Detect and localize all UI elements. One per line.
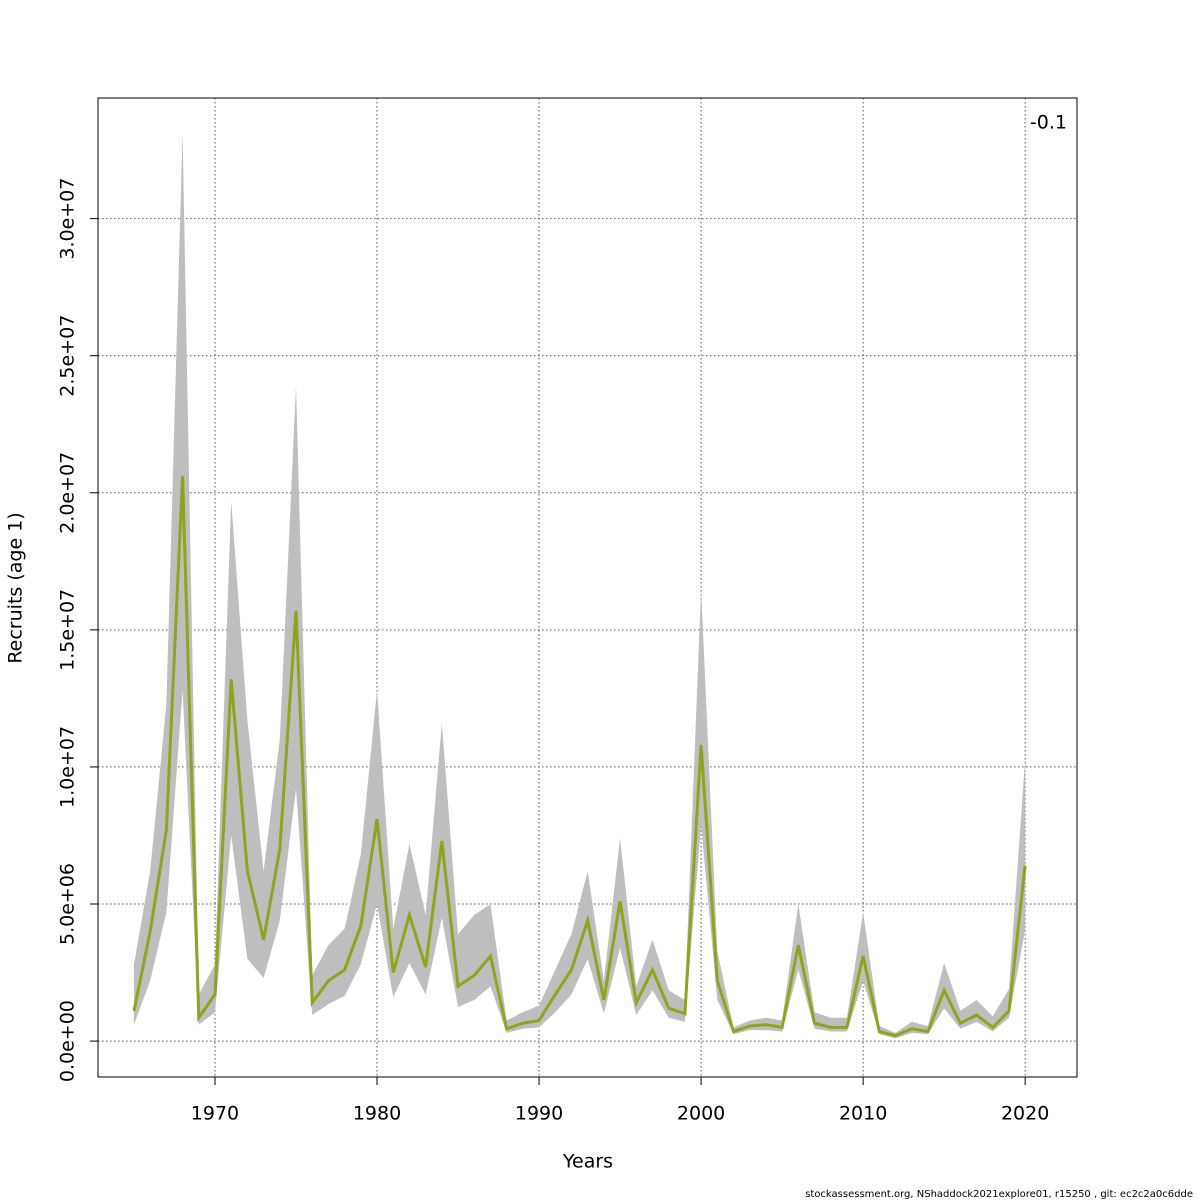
estimate-line [132,476,1027,1038]
x-tick-label: 1970 [191,1103,239,1125]
y-axis-label: Recruits (age 1) [5,512,27,663]
x-tick-label: 1990 [515,1103,563,1125]
annotation: -0.1 [1030,112,1067,134]
y-tick-label: 1.0e+07 [57,726,79,808]
confidence-band [133,133,1026,1039]
y-tick-label: 2.5e+07 [57,315,79,397]
x-tick-label: 1980 [353,1103,401,1125]
x-tick-label: 2020 [1001,1103,1049,1125]
y-tick-label: 2.0e+07 [57,452,79,534]
footer: stockassessment.org, NShaddock2021explor… [805,1189,1193,1200]
y-tick-label: 5.0e+06 [57,863,79,945]
plot-frame [97,97,1078,1078]
y-tick-label: 3.0e+07 [57,178,79,260]
y-tick-label: 0.0e+00 [57,1000,79,1082]
x-tick-label: 2000 [677,1103,725,1125]
x-axis-label: Years [562,1151,613,1173]
x-tick-label: 2010 [839,1103,887,1125]
y-tick-label: 1.5e+07 [57,589,79,671]
